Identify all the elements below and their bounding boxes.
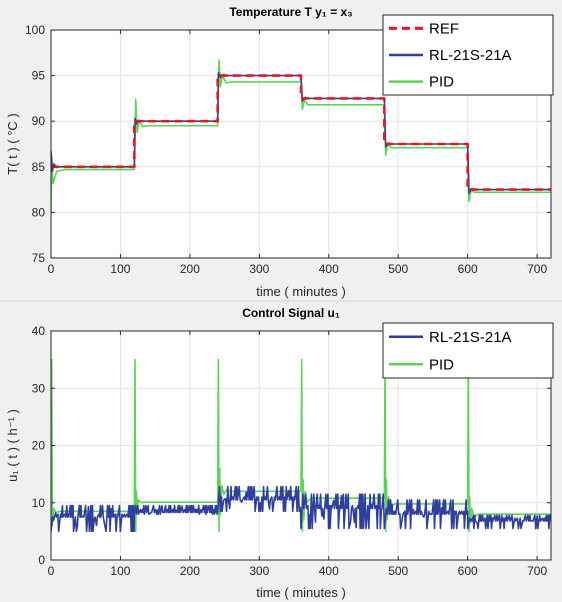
legend: REF RL-21S-21A PID (382, 14, 554, 96)
legend-box (382, 322, 554, 379)
y-tick-label: 85 (32, 160, 46, 174)
x-tick-label: 500 (388, 564, 408, 578)
axes-box (50, 29, 552, 259)
series-layer (51, 358, 551, 533)
legend-label: RL-21S-21A (429, 47, 512, 64)
legend-label: REF (429, 20, 459, 37)
y-tick-label: 100 (25, 23, 45, 37)
x-tick-label: 200 (180, 564, 200, 578)
chart-panel-1: 0 100 200 300 400 500 600 700 75 80 85 90 95 100 Tempe… (5, 5, 554, 299)
x-tick-label: 300 (249, 262, 269, 276)
x-tick-label: 500 (388, 262, 408, 276)
legend-label: RL-21S-21A (429, 329, 512, 346)
x-tick-label: 600 (458, 564, 478, 578)
y-tick-label: 40 (32, 324, 46, 338)
y-tick-label: 10 (32, 496, 46, 510)
x-tick-label: 700 (527, 262, 547, 276)
series-line-rl-21s-21a (51, 485, 551, 533)
chart-panel-2: 0 100 200 300 400 500 600 700 0 10 20 30 40 Control S… (5, 306, 554, 600)
x-tick-label: 600 (458, 262, 478, 276)
y-tick-label: 20 (32, 439, 46, 453)
series-layer (51, 59, 551, 213)
series-line-pid (51, 358, 551, 533)
x-tick-label: 100 (110, 262, 130, 276)
y-axis-label: u₁ ( t ) ( h⁻¹ ) (5, 409, 20, 482)
x-tick-label: 400 (319, 564, 339, 578)
x-tick-label: 0 (48, 564, 55, 578)
x-tick-label: 100 (110, 564, 130, 578)
y-tick-label: 30 (32, 381, 46, 395)
x-tick-label: 700 (527, 564, 547, 578)
x-tick-label: 300 (249, 564, 269, 578)
y-tick-label: 0 (38, 553, 45, 567)
legend: RL-21S-21A PID (382, 322, 554, 379)
y-tick-label: 75 (32, 251, 46, 265)
x-axis-label: time ( minutes ) (256, 284, 346, 299)
x-tick-label: 0 (48, 262, 55, 276)
chart-title: Temperature T y₁ = x₃ (229, 5, 352, 19)
x-axis-label: time ( minutes ) (256, 585, 346, 600)
x-tick-label: 400 (319, 262, 339, 276)
chart-title: Control Signal u₁ (242, 306, 340, 320)
x-tick-label: 200 (180, 262, 200, 276)
series-line-ref (51, 74, 551, 191)
y-axis-label: T( t ) ( °C ) (5, 113, 20, 175)
y-tick-label: 90 (32, 114, 46, 128)
legend-label: PID (429, 356, 454, 373)
legend-label: PID (429, 74, 454, 91)
y-tick-label: 80 (32, 205, 46, 219)
y-tick-label: 95 (32, 69, 46, 83)
